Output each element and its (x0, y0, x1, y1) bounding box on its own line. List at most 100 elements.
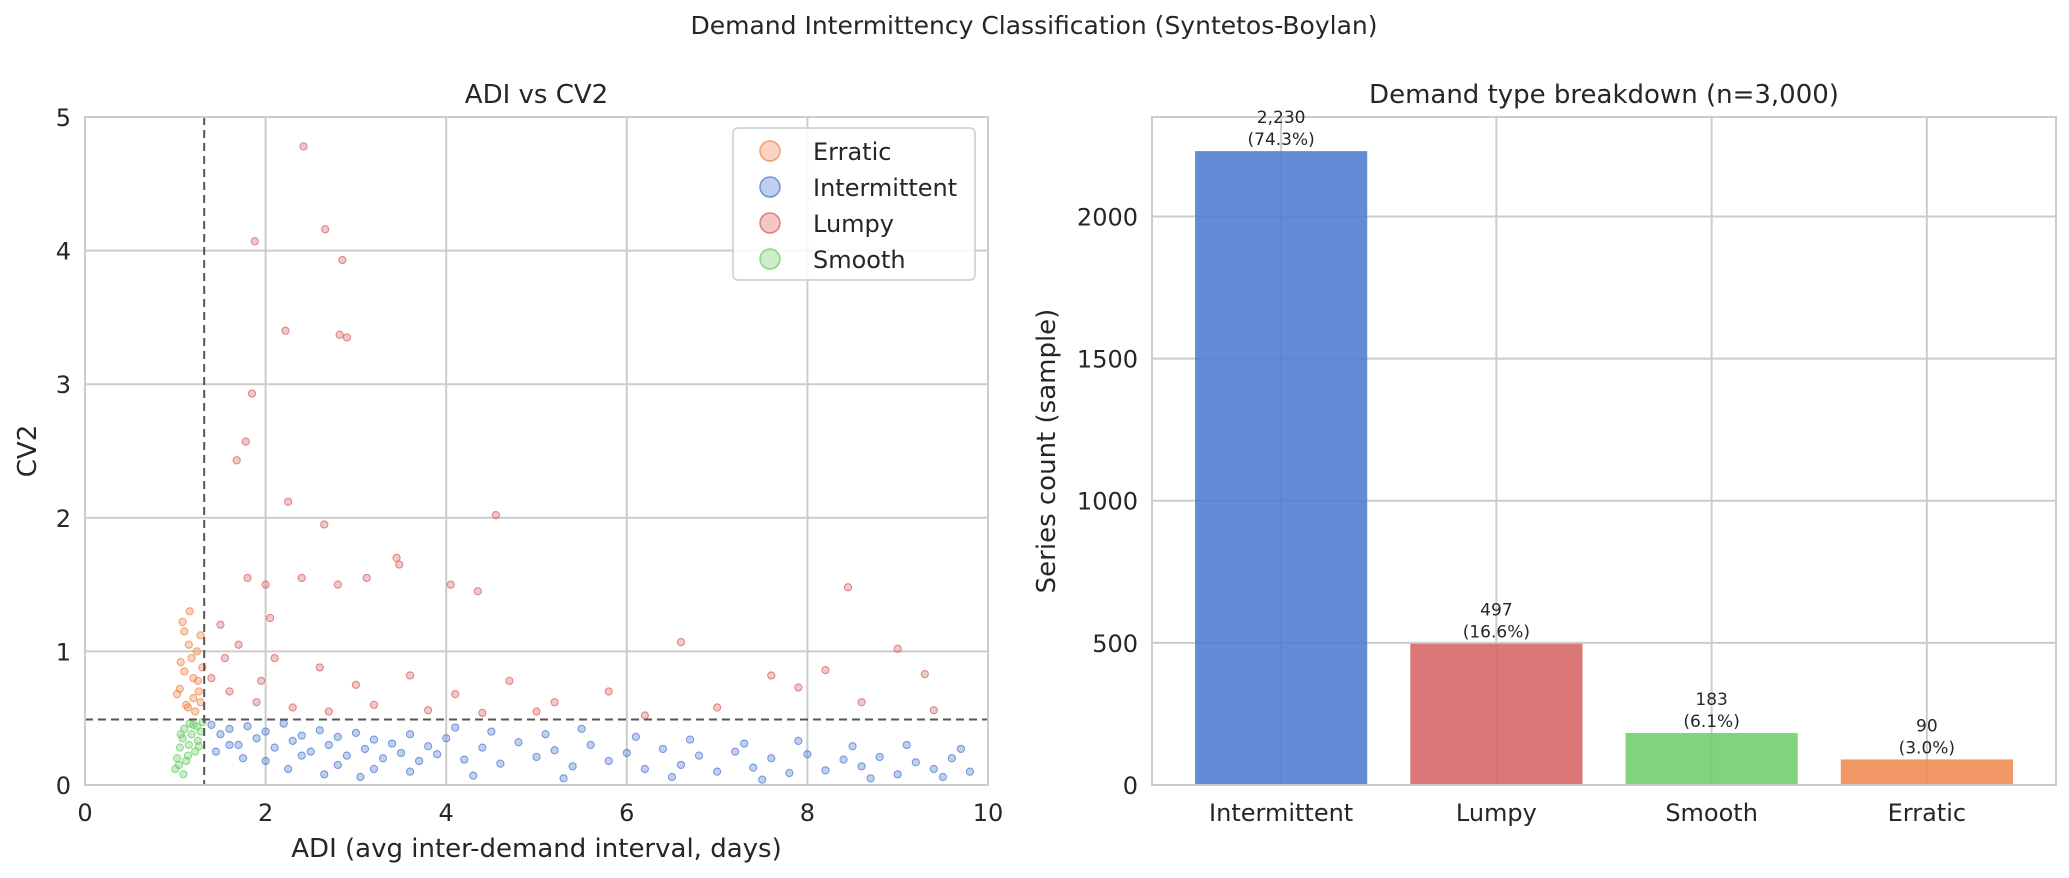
scatter-point-intermittent (297, 751, 306, 760)
legend-label-erratic: Erratic (813, 138, 891, 166)
bar-data-label-count: 183 (1695, 690, 1727, 710)
scatter-axes-frame (84, 116, 989, 786)
scatter-point-intermittent (676, 760, 686, 770)
bar-bars (1195, 151, 2013, 785)
scatter-y-tick-label: 4 (56, 238, 71, 266)
bar-data-label-count: 2,230 (1257, 108, 1306, 128)
scatter-point-intermittent (333, 760, 342, 770)
scatter-point-erratic (196, 631, 205, 640)
scatter-point-smooth (176, 730, 185, 739)
scatter-point-lumpy (288, 703, 297, 712)
scatter-point-intermittent (839, 755, 848, 764)
scatter-point-erratic (184, 640, 193, 649)
scatter-point-lumpy (281, 326, 290, 335)
scatter-point-erratic (178, 617, 187, 627)
scatter-point-intermittent (433, 750, 442, 759)
scatter-point-intermittent (415, 756, 424, 766)
bar-data-label-percent: (3.0%) (1899, 738, 1955, 758)
scatter-point-lumpy (446, 580, 455, 589)
scatter-point-intermittent (667, 772, 677, 782)
scatter-point-lumpy (676, 637, 686, 647)
scatter-point-lumpy (232, 456, 241, 465)
bar-lumpy (1410, 643, 1583, 785)
scatter-point-intermittent (550, 746, 559, 755)
scatter-point-intermittent (306, 747, 315, 756)
bar-y-axis-label: Series count (sample) (1032, 309, 1062, 594)
scatter-point-lumpy (216, 620, 225, 629)
scatter-point-intermittent (767, 754, 776, 763)
scatter-point-smooth (187, 730, 196, 739)
scatter-point-lumpy (250, 237, 259, 246)
scatter-point-intermittent (225, 740, 234, 750)
scatter-point-erratic (185, 607, 194, 616)
legend-label-intermittent: Intermittent (813, 174, 957, 202)
scatter-point-lumpy (342, 333, 351, 342)
scatter-point-intermittent (369, 735, 379, 744)
scatter-point-lumpy (220, 653, 230, 663)
scatter-point-intermittent (893, 770, 902, 779)
scatter-point-intermittent (424, 742, 433, 751)
scatter-point-lumpy (338, 255, 347, 265)
scatter-point-intermittent (270, 743, 279, 752)
scatter-point-lumpy (532, 707, 541, 716)
scatter-point-intermittent (342, 751, 351, 760)
scatter-point-intermittent (243, 722, 252, 731)
scatter-point-erratic (196, 698, 205, 707)
scatter-point-lumpy (284, 497, 293, 506)
scatter-point-intermittent (785, 768, 794, 778)
scatter-point-intermittent (261, 727, 270, 736)
legend-box (732, 127, 976, 281)
bar-x-tick-label: Lumpy (1456, 799, 1537, 827)
bar-y-tick-label: 0 (1123, 772, 1138, 800)
scatter-point-intermittent (478, 743, 487, 752)
scatter-point-intermittent (514, 738, 523, 747)
scatter-x-tick-label: 0 (77, 799, 92, 827)
scatter-point-intermittent (284, 764, 293, 774)
scatter-point-lumpy (369, 700, 379, 709)
scatter-point-intermittent (631, 732, 640, 742)
scatter-point-lumpy (451, 690, 460, 699)
bar-tick-labels: 0 500 1000 1500 2000 Intermittent Lumpy Smooth E… (1077, 203, 1966, 827)
scatter-legend: Erratic Intermittent Lumpy Smooth (732, 127, 976, 281)
bar-erratic (1840, 759, 2013, 785)
scatter-x-tick-label: 8 (800, 799, 815, 827)
scatter-point-lumpy (857, 698, 866, 707)
bar-data-label-count: 497 (1480, 601, 1512, 621)
legend-label-lumpy: Lumpy (813, 210, 894, 238)
scatter-point-erratic (176, 657, 185, 667)
scatter-point-lumpy (640, 711, 649, 720)
scatter-point-smooth (185, 719, 194, 728)
scatter-point-lumpy (424, 706, 433, 715)
scatter-point-smooth (194, 742, 203, 751)
scatter-point-lumpy (297, 573, 306, 583)
scatter-title: ADI vs CV2 (465, 80, 608, 110)
scatter-point-lumpy (405, 671, 415, 680)
legend-label-smooth: Smooth (813, 246, 906, 274)
scatter-points (171, 142, 975, 784)
scatter-point-intermittent (234, 740, 243, 750)
scatter-point-intermittent (577, 724, 586, 733)
bar-y-tick-label: 1000 (1077, 488, 1138, 516)
scatter-point-intermittent (541, 730, 550, 739)
scatter-point-lumpy (247, 389, 257, 398)
scatter-point-intermittent (261, 756, 270, 766)
scatter-point-intermittent (622, 748, 631, 758)
scatter-point-intermittent (216, 730, 225, 739)
scatter-point-lumpy (256, 676, 266, 685)
scatter-point-lumpy (920, 670, 929, 679)
scatter-point-lumpy (333, 580, 342, 589)
scatter-point-intermittent (866, 774, 875, 783)
scatter-point-lumpy (335, 330, 344, 339)
scatter-point-intermittent (586, 740, 595, 750)
scatter-point-smooth (175, 743, 184, 752)
scatter-point-lumpy (362, 573, 371, 583)
scatter-point-smooth (174, 760, 184, 770)
scatter-point-intermittent (369, 764, 379, 774)
scatter-point-intermittent (496, 759, 505, 768)
scatter-point-intermittent (803, 750, 812, 759)
scatter-point-intermittent (207, 720, 216, 729)
scatter-point-intermittent (396, 748, 406, 758)
legend-marker-erratic (759, 140, 781, 162)
scatter-point-lumpy (767, 671, 776, 680)
